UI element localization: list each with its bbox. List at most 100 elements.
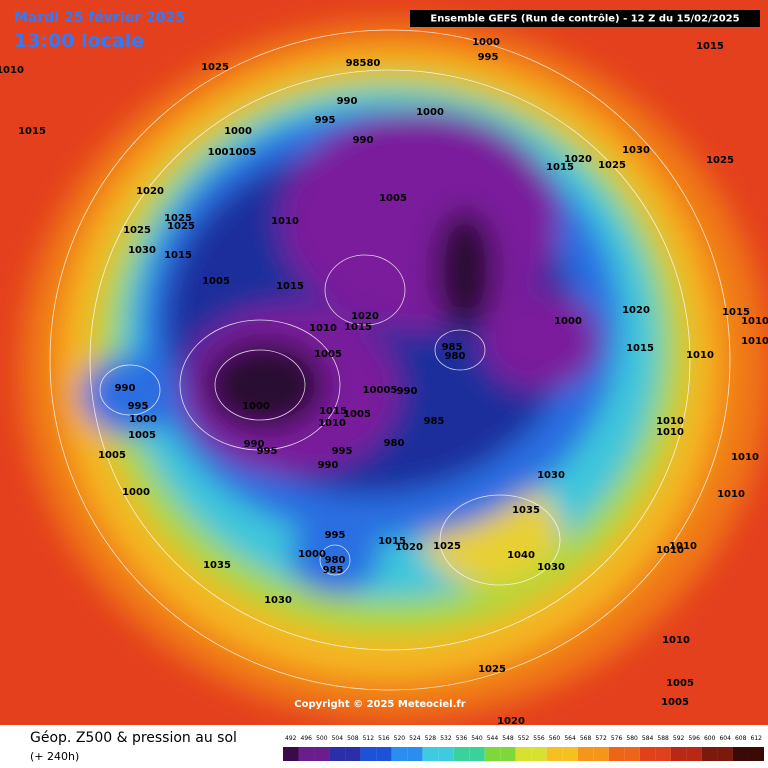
isobar-label: 1010 bbox=[656, 427, 684, 438]
colorbar-swatch bbox=[531, 747, 547, 761]
isobar-label: 1010 bbox=[656, 545, 684, 556]
isobar-label: 1015 bbox=[696, 41, 724, 52]
colorbar-label: 512 bbox=[363, 735, 375, 742]
colorbar-label: 548 bbox=[502, 735, 514, 742]
isobar-label: 990 bbox=[397, 386, 418, 397]
colorbar-swatch bbox=[345, 747, 361, 761]
isobar-label: 1000 bbox=[224, 126, 252, 137]
isobar-label: 1005 bbox=[343, 409, 371, 420]
colorbar: 492 496 500 504 508 512 516 520 524 528 532 536 540 5… bbox=[283, 735, 764, 761]
isobar-label: 1010 bbox=[741, 336, 768, 347]
isobar-label: 990 bbox=[115, 383, 136, 394]
isobar-label: 98580 bbox=[346, 58, 381, 69]
isobar-label: 1000 bbox=[122, 487, 150, 498]
colorbar-swatch bbox=[717, 747, 733, 761]
forecast-step: (+ 240h) bbox=[30, 750, 79, 763]
colorbar-label: 604 bbox=[719, 735, 731, 742]
isobar-label: 1010 bbox=[669, 541, 697, 552]
date: Mardi 25 février 2025 bbox=[14, 10, 185, 26]
isobar-label: 1000 bbox=[242, 401, 270, 412]
colorbar-label: 552 bbox=[518, 735, 530, 742]
map-field bbox=[0, 0, 768, 725]
colorbar-swatch bbox=[391, 747, 408, 761]
isobar-label: 1020 bbox=[351, 311, 379, 322]
footer-title: Géop. Z500 & pression au sol bbox=[30, 730, 237, 746]
colorbar-label: 560 bbox=[549, 735, 561, 742]
colorbar-swatch bbox=[422, 747, 439, 761]
isobar-label: 1000 bbox=[472, 37, 500, 48]
isobar-label: 1025 bbox=[167, 221, 195, 232]
isobar-label: 1010 bbox=[662, 635, 690, 646]
isobar-label: 1005 bbox=[202, 276, 230, 287]
isobar-label: 1030 bbox=[128, 245, 156, 256]
colorbar-label: 524 bbox=[409, 735, 421, 742]
isobar-label: 990 bbox=[337, 96, 358, 107]
isobar-label: 1010 bbox=[717, 489, 745, 500]
colorbar-swatch bbox=[484, 747, 501, 761]
colorbar-label: 592 bbox=[673, 735, 685, 742]
isobar-label: 1001005 bbox=[208, 147, 257, 158]
isobar-label: 1040 bbox=[507, 550, 535, 561]
colorbar-label: 576 bbox=[611, 735, 623, 742]
local-time: 13:00 locale bbox=[14, 30, 144, 52]
isobar-label: 1000 bbox=[416, 107, 444, 118]
isobar-label: 1020 bbox=[497, 716, 525, 727]
colorbar-label: 508 bbox=[347, 735, 359, 742]
isobar-label: 1010 bbox=[271, 216, 299, 227]
isobar-label: 1035 bbox=[203, 560, 231, 571]
colorbar-swatch bbox=[329, 747, 346, 761]
colorbar-swatch bbox=[608, 747, 625, 761]
colorbar-swatch bbox=[438, 747, 454, 761]
isobar-label: 1010 bbox=[318, 418, 346, 429]
colorbar-swatch bbox=[376, 747, 392, 761]
isobar-label: 1010 bbox=[686, 350, 714, 361]
copyright: Copyright © 2025 Meteociel.fr bbox=[294, 699, 465, 710]
colorbar-label: 556 bbox=[533, 735, 545, 742]
colorbar-swatch bbox=[562, 747, 578, 761]
colorbar-swatch bbox=[283, 747, 299, 761]
isobar-label: 1000 bbox=[129, 414, 157, 425]
isobar-label: 1000 bbox=[298, 549, 326, 560]
isobar-label: 1015 bbox=[276, 281, 304, 292]
isobar-label: 1005 bbox=[379, 193, 407, 204]
isobar-label: 1015 bbox=[344, 322, 372, 333]
isobar-label: 985 bbox=[323, 565, 344, 576]
isobar-label: 1015 bbox=[164, 250, 192, 261]
colorbar-swatch bbox=[453, 747, 470, 761]
colorbar-label: 520 bbox=[394, 735, 406, 742]
colorbar-swatch bbox=[546, 747, 563, 761]
colorbar-label: 544 bbox=[487, 735, 499, 742]
isobar-label: 995 bbox=[325, 530, 346, 541]
isobar-label: 1010 bbox=[656, 416, 684, 427]
colorbar-label: 612 bbox=[751, 735, 763, 742]
model-info: Ensemble GEFS (Run de contrôle) - 12 Z d… bbox=[430, 13, 739, 25]
isobar-label: 1025 bbox=[123, 225, 151, 236]
isobar-label: 1030 bbox=[537, 470, 565, 481]
colorbar-label: 580 bbox=[626, 735, 638, 742]
colorbar-swatch bbox=[469, 747, 485, 761]
colorbar-swatch bbox=[701, 747, 718, 761]
isobar-label: 1000 bbox=[554, 316, 582, 327]
colorbar-label: 600 bbox=[704, 735, 716, 742]
isobar-label: 1025 bbox=[706, 155, 734, 166]
colorbar-label: 496 bbox=[301, 735, 313, 742]
colorbar-label: 540 bbox=[471, 735, 483, 742]
isobar-label: 1005 bbox=[128, 430, 156, 441]
isobar-label: 1010 bbox=[0, 65, 24, 76]
isobar-label: 985 bbox=[442, 342, 463, 353]
isobar-label: 1020 bbox=[395, 542, 423, 553]
isobar-labels: 1010102510009959858010159909951000101510… bbox=[0, 37, 768, 727]
isobar-label: 1020 bbox=[622, 305, 650, 316]
colorbar-swatch bbox=[624, 747, 640, 761]
colorbar-label: 504 bbox=[332, 735, 344, 742]
colorbar-label: 568 bbox=[580, 735, 592, 742]
isobar-label: 990 bbox=[318, 460, 339, 471]
isobar-label: 1035 bbox=[512, 505, 540, 516]
colorbar-label: 572 bbox=[595, 735, 607, 742]
colorbar-swatch bbox=[593, 747, 609, 761]
isobar-label: 1005 bbox=[666, 678, 694, 689]
isobar-label: 1015 bbox=[378, 536, 406, 547]
colorbar-label: 564 bbox=[564, 735, 576, 742]
isobar-label: 1025 bbox=[598, 160, 626, 171]
colorbar-label: 536 bbox=[456, 735, 468, 742]
